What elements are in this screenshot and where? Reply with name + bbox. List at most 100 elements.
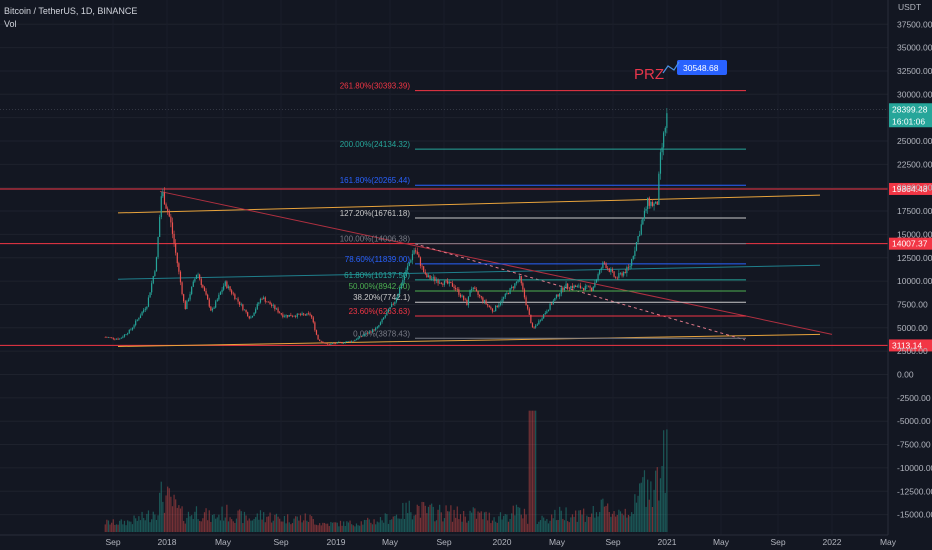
candle-body bbox=[547, 309, 550, 312]
volume-bar bbox=[205, 508, 207, 532]
volume-bar bbox=[176, 507, 178, 532]
volume-bar bbox=[621, 513, 623, 532]
volume-bar bbox=[629, 516, 631, 532]
volume-bar bbox=[229, 517, 231, 532]
candle-body bbox=[560, 287, 562, 294]
volume-bar bbox=[439, 504, 441, 532]
candle-body bbox=[243, 309, 246, 311]
volume-bar bbox=[256, 513, 258, 532]
volume-bar bbox=[647, 479, 649, 532]
candle-body bbox=[160, 196, 162, 218]
volume-bar bbox=[195, 506, 198, 532]
candle-body bbox=[275, 308, 278, 310]
volume-bar bbox=[314, 524, 316, 532]
volume-bar bbox=[253, 518, 255, 532]
volume-bar bbox=[461, 521, 463, 532]
time-tick-label: 2021 bbox=[658, 537, 677, 547]
volume-bar bbox=[533, 410, 535, 532]
price-tick-label: 30000.00 bbox=[897, 89, 932, 99]
volume-bar bbox=[363, 519, 366, 532]
volume-bar bbox=[171, 506, 174, 532]
volume-bar bbox=[627, 514, 630, 532]
volume-bar bbox=[298, 520, 300, 532]
volume-bar bbox=[635, 502, 638, 532]
volume-bar bbox=[525, 514, 527, 532]
volume-bar bbox=[437, 509, 439, 532]
candle-body bbox=[459, 294, 462, 297]
candle-body bbox=[491, 308, 494, 312]
candle-body bbox=[427, 275, 430, 278]
volume-bar bbox=[320, 525, 322, 532]
candle-body bbox=[155, 257, 158, 272]
candle-body bbox=[119, 338, 121, 340]
volume-bar bbox=[339, 520, 342, 532]
candle-body bbox=[307, 313, 310, 314]
candle-body bbox=[197, 274, 199, 276]
volume-bar bbox=[578, 510, 580, 532]
candle-body bbox=[287, 315, 289, 317]
volume-bar bbox=[221, 506, 223, 532]
fibonacci-extension: 261.80%(30393.39) 200.00%(24134.32) 161.80… bbox=[340, 82, 746, 339]
candle-body bbox=[279, 312, 281, 314]
candle-body bbox=[439, 282, 441, 284]
candle-body bbox=[323, 342, 326, 344]
candle-body bbox=[269, 301, 271, 305]
candle-body bbox=[271, 304, 273, 306]
candle-body bbox=[416, 251, 418, 255]
volume-bar bbox=[139, 520, 142, 532]
volume-bar bbox=[367, 517, 369, 532]
time-axis: Sep 2018 May Sep 2019 May Sep 2020 May Sep 2021 May… bbox=[0, 534, 897, 547]
candle-body bbox=[250, 317, 252, 319]
volume-bar bbox=[315, 524, 318, 532]
candle-body bbox=[133, 325, 135, 328]
volume-bar bbox=[589, 517, 591, 532]
candle-body bbox=[344, 341, 346, 343]
candle-body bbox=[239, 301, 241, 305]
volume-bar bbox=[245, 515, 247, 532]
volume-bar bbox=[279, 518, 281, 532]
candle-body bbox=[559, 293, 561, 297]
volume-bar bbox=[410, 512, 412, 532]
volume-bar bbox=[143, 517, 145, 532]
volume-bar bbox=[618, 509, 620, 532]
candle-body bbox=[355, 339, 358, 341]
time-tick-label: May bbox=[549, 537, 566, 547]
candle-body bbox=[549, 303, 551, 310]
candle-body bbox=[483, 300, 486, 302]
candle-body bbox=[295, 316, 297, 317]
candle-body bbox=[226, 281, 228, 288]
candle-body bbox=[178, 263, 180, 272]
volume-bar bbox=[650, 481, 652, 532]
volume-bar bbox=[135, 518, 137, 532]
volume-bar bbox=[664, 492, 666, 532]
candle-body bbox=[591, 287, 593, 291]
volume-bars bbox=[104, 410, 668, 532]
candle-body bbox=[531, 323, 534, 328]
fib-level-label: 0.00%(3878.43) bbox=[353, 329, 410, 338]
candle-body bbox=[330, 343, 332, 345]
volume-bar bbox=[483, 512, 486, 532]
candle-body bbox=[555, 294, 558, 299]
candle-body bbox=[530, 314, 532, 324]
volume-bar bbox=[115, 524, 118, 532]
volume-bar bbox=[616, 514, 618, 532]
candle-body bbox=[354, 339, 356, 341]
volume-bar bbox=[192, 518, 194, 532]
candle-body bbox=[643, 210, 646, 219]
candle-body bbox=[527, 305, 529, 309]
volume-bar bbox=[112, 519, 114, 532]
volume-bar bbox=[487, 520, 489, 532]
volume-bar bbox=[306, 520, 308, 532]
fib-level-label: 78.60%(11839.00) bbox=[345, 255, 411, 264]
volume-bar bbox=[499, 512, 502, 532]
volume-bar bbox=[211, 514, 214, 532]
price-tick-label: 25000.00 bbox=[897, 136, 932, 146]
volume-bar bbox=[594, 517, 596, 532]
volume-bar bbox=[187, 511, 190, 532]
volume-bar bbox=[170, 496, 172, 532]
candle-body bbox=[347, 341, 350, 342]
candle-body bbox=[615, 276, 617, 278]
candle-body bbox=[149, 292, 151, 298]
volume-bar bbox=[656, 467, 658, 532]
